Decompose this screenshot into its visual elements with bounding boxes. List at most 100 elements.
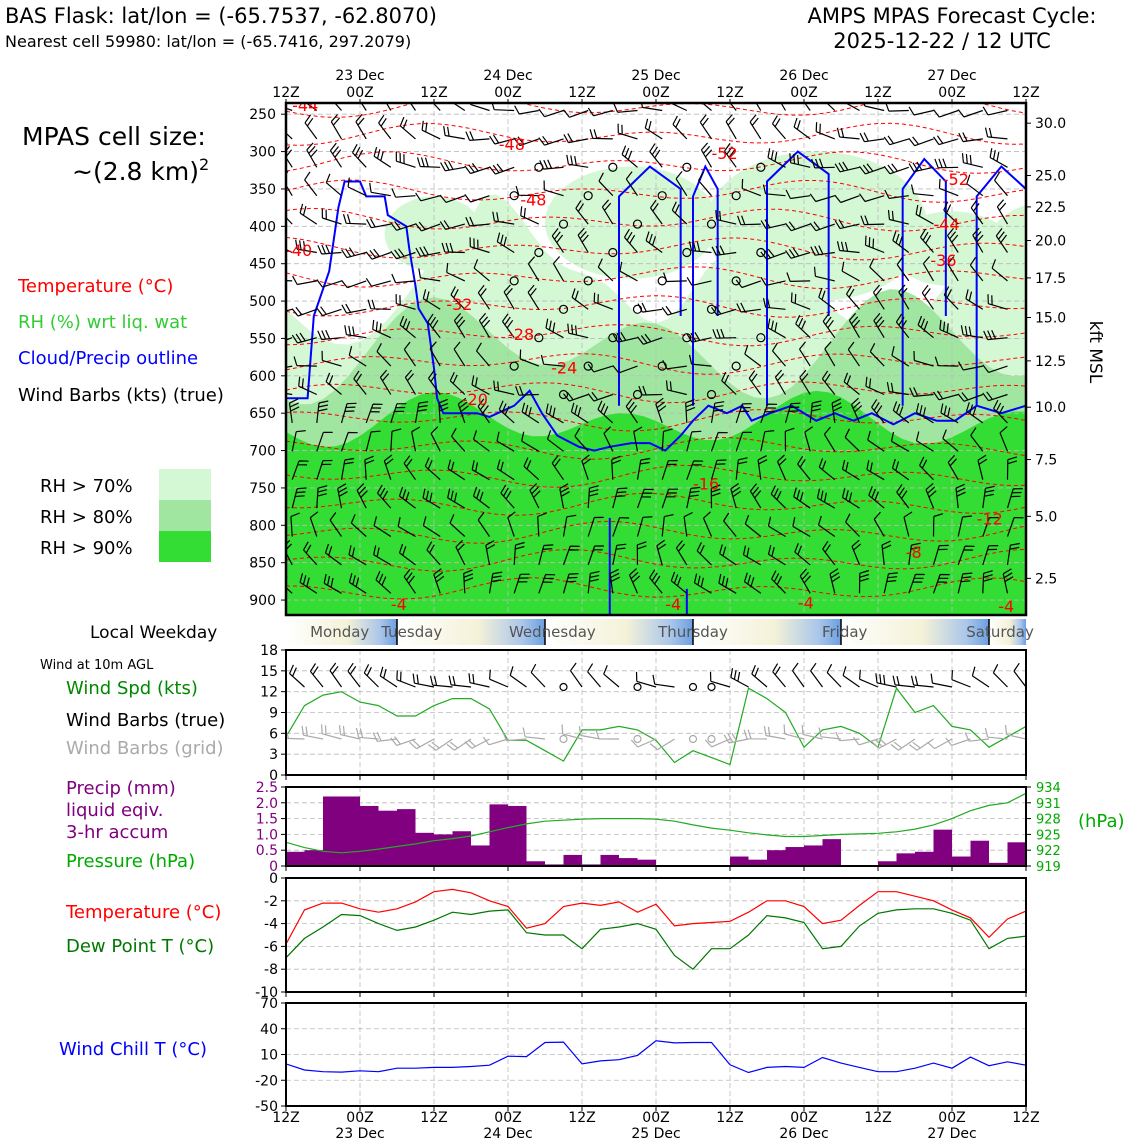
wind-barb — [841, 488, 860, 509]
wind-barb — [755, 103, 762, 111]
pressure-tick-label: 700 — [249, 444, 276, 460]
precip-bar — [508, 805, 527, 866]
wind-barb — [891, 458, 910, 481]
cloud-column-outline — [901, 157, 947, 406]
wind-barb — [760, 248, 786, 260]
temperature-contour — [286, 492, 1026, 516]
wind-barb — [711, 245, 737, 256]
weekday-segment — [545, 619, 693, 645]
pressure-tick-label: 650 — [249, 406, 276, 422]
wind-barb — [797, 455, 811, 481]
wind-barb-true — [570, 662, 583, 688]
wind-barb — [665, 380, 687, 396]
wind-barb — [562, 545, 580, 566]
wind-barb — [957, 109, 983, 118]
wind-barb — [545, 403, 564, 424]
wind-barb — [712, 328, 737, 339]
top-day-label: 25 Dec — [631, 68, 680, 84]
value-tick-label: 1.5 — [256, 812, 278, 828]
wind-barb — [942, 429, 959, 452]
wind-barb-grid — [964, 732, 990, 742]
wind-barb — [696, 542, 712, 566]
bottom-time-tick-label: 00Z — [346, 1110, 373, 1126]
wind-barb — [390, 248, 416, 260]
wind-barb — [735, 279, 761, 289]
wind-barb — [299, 203, 318, 225]
temperature-label: -32 — [446, 295, 472, 314]
pressure-tick-label: 550 — [249, 331, 276, 347]
wind-barb — [364, 455, 375, 480]
wind-barb — [982, 570, 993, 594]
precip-bar — [452, 831, 471, 866]
cross-section-plot-area: -44 -48 -52 -48 -52 -44 -36 -40 -32 -28 -24 -20 -16 -… — [286, 103, 1026, 615]
bottom-time-tick-label: 12Z — [420, 1110, 447, 1126]
wind-barb — [710, 431, 728, 452]
wind-barb — [376, 484, 392, 509]
wind-barb — [743, 572, 762, 594]
wind-barb — [330, 114, 343, 140]
wind-chill-panel: 70 40 10 -20 -50 — [255, 996, 1027, 1115]
wind-barb — [453, 313, 466, 339]
wind-barb — [316, 431, 333, 452]
wind-barb — [478, 312, 491, 339]
wind-barb — [515, 185, 539, 197]
wind-barb — [612, 517, 630, 537]
wind-barb — [760, 430, 775, 452]
wind-barb — [921, 284, 934, 310]
pressure-tick-label: 600 — [249, 369, 276, 385]
wind-barb — [723, 512, 737, 537]
wind-barb — [749, 483, 762, 509]
height-tick-label: 25.0 — [1035, 169, 1066, 185]
wind-barb — [730, 483, 742, 509]
wind-barb — [757, 455, 768, 480]
top-day-label: 27 Dec — [927, 68, 976, 84]
top-time-tick-label: 00Z — [938, 85, 965, 101]
precip-bar — [730, 856, 749, 866]
wind-barb — [939, 319, 959, 339]
wind-barb — [961, 153, 983, 168]
wind-barb — [847, 341, 860, 367]
wind-barb — [317, 329, 342, 341]
wind-barb — [538, 108, 564, 118]
wind-barb — [415, 221, 441, 232]
wind-barb — [946, 227, 959, 253]
legend-rh70-swatch — [159, 469, 211, 500]
wind-barb — [972, 227, 984, 253]
wind-barb — [521, 431, 540, 452]
wind-barb — [686, 460, 704, 480]
wind-barb — [915, 431, 934, 452]
wind-barb — [404, 369, 417, 395]
value-tick-label: -8 — [264, 962, 278, 978]
wind-barb — [496, 459, 515, 481]
wind-barb — [397, 517, 416, 538]
wind-barb — [485, 540, 496, 566]
wind-barb-grid — [595, 729, 620, 740]
wind-barb — [447, 488, 466, 509]
wind-barb-true — [489, 669, 509, 688]
wind-barb — [663, 272, 687, 283]
wind-barb — [822, 313, 836, 339]
height-tick-label: 17.5 — [1035, 271, 1066, 287]
wind-barb-true — [930, 673, 953, 688]
wind-barb — [725, 114, 737, 140]
calm-wind-circle — [509, 191, 519, 201]
wind-barb — [915, 204, 934, 225]
wind-barb — [969, 256, 984, 282]
wind-barb — [587, 485, 599, 509]
wind-barb — [965, 402, 984, 424]
wind-barb — [341, 279, 367, 289]
rh90-region — [286, 390, 1026, 615]
pressure-tick-label: 500 — [249, 294, 276, 310]
wind-barb-grid — [561, 724, 583, 740]
wind-barb — [823, 426, 836, 452]
wind-barb — [762, 184, 786, 197]
wind-barb — [982, 106, 1008, 116]
wind-barb — [587, 545, 604, 566]
wind-barb — [908, 136, 934, 147]
precip-bar — [489, 804, 508, 866]
wind-barb — [409, 103, 416, 111]
wind-barb — [685, 398, 696, 423]
wind-barb-true — [309, 663, 324, 688]
wind-barb — [869, 258, 885, 282]
wind-barb — [379, 369, 392, 395]
